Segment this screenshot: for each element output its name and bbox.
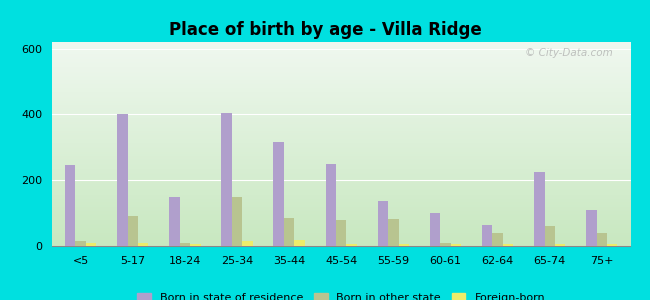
Bar (138, 243, 148, 246)
Bar (179, 243, 190, 246)
Bar (555, 244, 566, 246)
Bar (493, 233, 503, 246)
Bar (294, 240, 305, 246)
Bar (378, 201, 388, 246)
Bar (274, 142, 284, 246)
Bar (326, 164, 336, 246)
Bar (440, 243, 450, 246)
Text: Place of birth by age - Villa Ridge: Place of birth by age - Villa Ridge (168, 21, 482, 39)
Bar (534, 172, 545, 246)
Bar (75, 241, 86, 246)
Bar (232, 197, 242, 246)
Legend: Born in state of residence, Born in other state, Foreign-born: Born in state of residence, Born in othe… (133, 288, 549, 300)
Bar (450, 244, 461, 246)
Bar (482, 225, 493, 246)
Bar (607, 244, 618, 246)
Bar (127, 216, 138, 246)
Bar (242, 241, 253, 246)
Bar (169, 196, 179, 246)
Bar (86, 243, 96, 246)
Bar (388, 219, 398, 246)
Bar (346, 244, 357, 246)
Bar (117, 114, 127, 246)
Bar (398, 244, 409, 246)
Text: © City-Data.com: © City-Data.com (525, 48, 613, 58)
Bar (222, 113, 232, 246)
Bar (503, 244, 514, 246)
Bar (65, 165, 75, 246)
Bar (586, 211, 597, 246)
Bar (545, 226, 555, 246)
Bar (284, 218, 294, 246)
Bar (597, 233, 607, 246)
Bar (430, 213, 440, 246)
Bar (336, 220, 346, 246)
Bar (190, 244, 201, 246)
